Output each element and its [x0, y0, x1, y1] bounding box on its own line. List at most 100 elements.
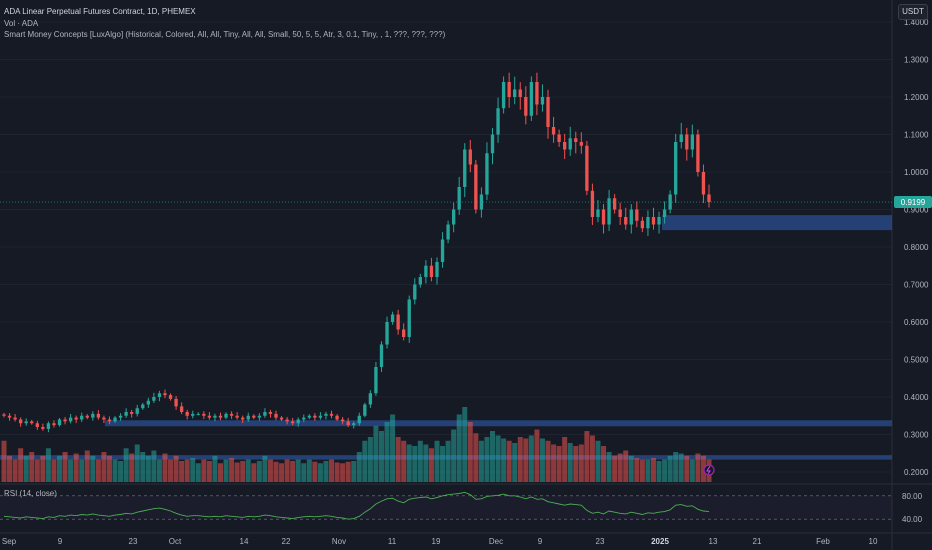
candle: [513, 89, 517, 97]
volume-bar: [578, 444, 584, 482]
volume-bar: [229, 458, 235, 482]
candle: [30, 421, 34, 424]
price-tick-label: 1.0000: [904, 168, 929, 177]
volume-bar: [279, 463, 285, 482]
volume-bar: [539, 438, 545, 482]
volume-bar: [123, 448, 129, 482]
price-tick-label: 1.4000: [904, 18, 929, 27]
candle: [674, 142, 678, 195]
candle: [235, 415, 239, 418]
volume-bar: [345, 461, 351, 482]
indicator-legend[interactable]: Smart Money Concepts [LuxAlgo] (Historic…: [4, 30, 446, 39]
volume-bar: [523, 438, 529, 482]
candle: [35, 423, 39, 427]
volume-bar: [190, 458, 196, 482]
candle: [268, 412, 273, 414]
volume-bar: [695, 453, 701, 482]
candle: [701, 172, 706, 195]
bolt-glyph: [706, 465, 711, 475]
volume-bar: [273, 461, 279, 482]
candle: [524, 97, 528, 116]
volume-bar: [334, 462, 340, 482]
price-tick-label: 0.6000: [904, 318, 929, 327]
price-tick-label: 0.7000: [904, 281, 929, 290]
candle: [540, 97, 545, 105]
candle: [41, 427, 45, 429]
volume-bar: [440, 446, 446, 482]
rsi-line: [3, 491, 710, 520]
candles: [2, 72, 711, 433]
demand-zone-1: [662, 215, 892, 231]
candle: [340, 419, 345, 422]
volume-bar: [184, 459, 190, 482]
candle: [424, 265, 428, 277]
volume-bar: [329, 459, 335, 482]
candle: [507, 82, 511, 97]
candle: [213, 415, 217, 418]
volume-bar: [689, 459, 695, 482]
volume-bar: [34, 459, 40, 482]
volume-bar: [312, 461, 318, 482]
candle: [563, 142, 567, 150]
volume-bar: [567, 443, 573, 482]
candle: [241, 417, 245, 420]
volume-legend[interactable]: Vol · ADA: [4, 19, 39, 28]
volume-bar: [106, 455, 112, 482]
candle: [313, 415, 317, 418]
volume-bar: [634, 458, 640, 482]
volume-bar: [351, 461, 357, 482]
candle: [202, 413, 206, 416]
candle: [174, 398, 178, 407]
volume-bar: [673, 452, 679, 482]
volume-bar: [451, 429, 457, 482]
volume-bar: [462, 407, 468, 482]
volume-bar: [340, 463, 346, 482]
candle: [329, 413, 334, 416]
demand-zone-2: [105, 420, 892, 427]
candle: [285, 419, 289, 422]
volume-bar: [656, 461, 662, 482]
volume-bar: [51, 459, 57, 482]
lightning-icon: [703, 464, 715, 476]
volume-bar: [589, 435, 595, 482]
volume-bar: [118, 461, 124, 482]
volume-bar: [212, 455, 218, 482]
candle: [307, 415, 311, 418]
candle: [435, 262, 439, 277]
volume-bar: [667, 455, 673, 482]
volume-bar: [1, 440, 7, 482]
currency-button[interactable]: USDT: [898, 4, 928, 20]
rsi-tick-label: 40.00: [902, 515, 923, 524]
price-tick-label: 1.1000: [904, 131, 929, 140]
rsi-legend[interactable]: RSI (14, close): [4, 489, 57, 498]
candle: [624, 217, 628, 225]
candle: [429, 265, 434, 277]
candle: [402, 329, 406, 337]
date-tick-label: Feb: [816, 537, 830, 546]
candle: [163, 393, 167, 396]
volume-bar: [595, 440, 601, 482]
candle: [590, 190, 595, 217]
date-tick-label: 23: [129, 537, 138, 546]
candle: [80, 415, 84, 420]
candle: [196, 413, 200, 415]
candle: [707, 194, 711, 202]
volume-bar: [501, 438, 507, 482]
price-tick-label: 0.4000: [904, 393, 929, 402]
volume-bar: [162, 453, 168, 482]
chart-title[interactable]: ADA Linear Perpetual Futures Contract, 1…: [4, 7, 196, 16]
candle: [385, 322, 389, 345]
volume-bar: [179, 461, 185, 482]
candle: [529, 82, 534, 116]
volume-bar: [628, 455, 634, 482]
volume-bar: [295, 459, 301, 482]
volume-bar: [612, 455, 618, 482]
volume-bar: [290, 461, 296, 482]
volume-bar: [428, 448, 434, 482]
volume-bar: [373, 425, 379, 482]
volume-bar: [251, 463, 257, 482]
volume-bar: [412, 446, 418, 482]
volume-bar: [401, 440, 407, 482]
